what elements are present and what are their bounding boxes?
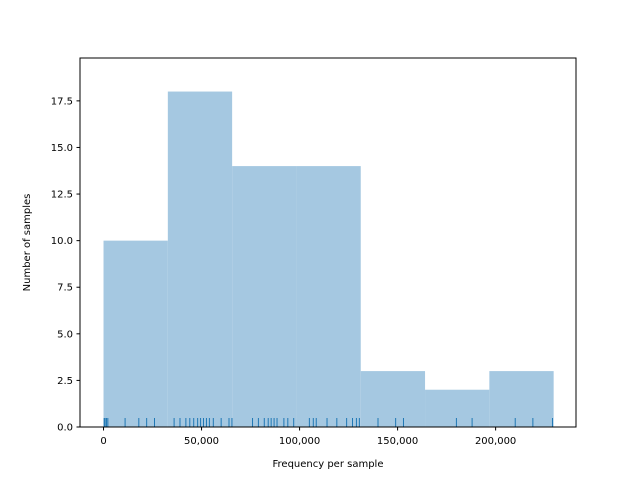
histogram-bar-7 bbox=[489, 371, 554, 427]
histogram-bar-6 bbox=[425, 389, 490, 427]
plot-frame bbox=[79, 57, 577, 428]
histogram-bar-2 bbox=[167, 91, 233, 427]
histogram-bar-4 bbox=[296, 166, 361, 427]
histogram-bar-3 bbox=[232, 166, 297, 427]
x-axis-label: Frequency per sample bbox=[273, 459, 384, 470]
y-tick-label: 5.0 bbox=[57, 329, 73, 340]
x-axis-ticks: 0 50,000 100,000 150,000 200,000 bbox=[100, 427, 516, 447]
histogram-bar-1 bbox=[103, 240, 168, 427]
y-axis-label: Number of samples bbox=[22, 194, 33, 292]
y-tick-label: 17.5 bbox=[51, 96, 73, 107]
y-tick-label: 2.5 bbox=[57, 376, 73, 387]
x-tick-label: 100,000 bbox=[279, 436, 320, 447]
y-tick-label: 7.5 bbox=[57, 283, 73, 294]
y-tick-label: 0.0 bbox=[57, 423, 73, 434]
x-tick-label: 50,000 bbox=[184, 436, 219, 447]
y-tick-label: 15.0 bbox=[51, 143, 73, 154]
x-tick-label: 0 bbox=[100, 436, 106, 447]
y-tick-label: 12.5 bbox=[51, 190, 73, 201]
y-axis-ticks: 0.0 2.5 5.0 7.5 10.0 12.5 15.0 17.5 bbox=[51, 96, 80, 434]
x-tick-label: 150,000 bbox=[377, 436, 418, 447]
histogram-bars bbox=[103, 91, 554, 427]
histogram-bar-5 bbox=[360, 371, 426, 427]
rug-marks bbox=[103, 418, 553, 427]
x-tick-label: 200,000 bbox=[475, 436, 516, 447]
y-tick-label: 10.0 bbox=[51, 236, 73, 247]
